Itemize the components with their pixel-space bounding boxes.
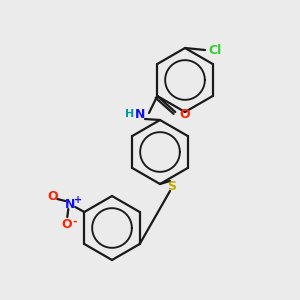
Text: +: + — [74, 195, 82, 205]
Text: O: O — [61, 218, 72, 230]
Text: S: S — [167, 179, 176, 193]
Text: O: O — [179, 107, 190, 121]
Text: O: O — [47, 190, 58, 203]
Text: Cl: Cl — [208, 44, 221, 56]
Text: N: N — [135, 107, 145, 121]
Text: H: H — [125, 109, 135, 119]
Text: -: - — [72, 217, 76, 227]
Text: N: N — [65, 197, 76, 211]
